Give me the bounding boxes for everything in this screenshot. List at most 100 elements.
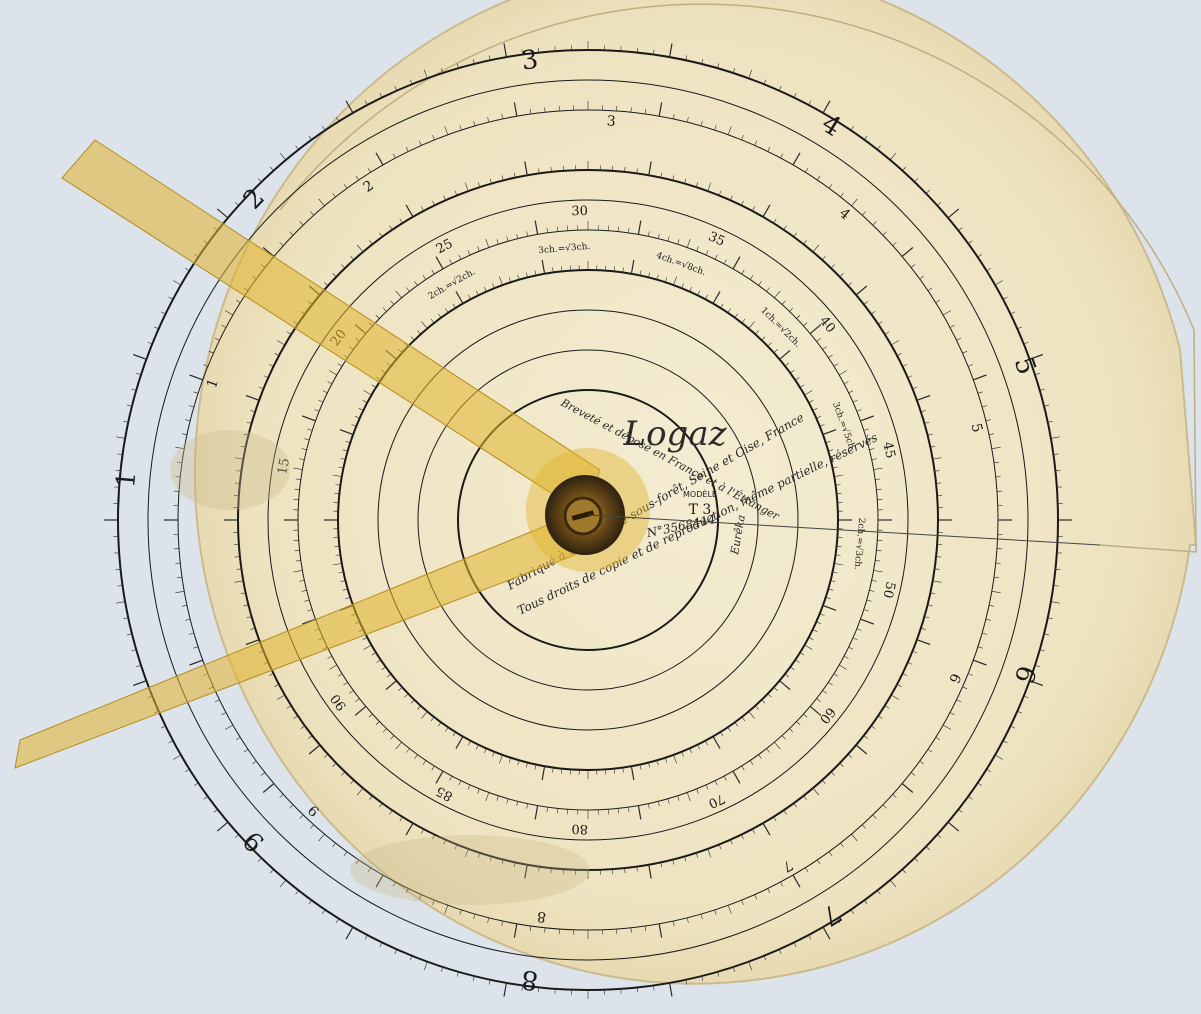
scale-tick <box>752 828 755 834</box>
scale-tick <box>795 377 800 381</box>
scale-tick <box>816 698 821 702</box>
scale-tick <box>279 152 287 161</box>
scale-tick <box>193 391 199 394</box>
scale-tick <box>443 195 446 201</box>
scale-tick <box>289 804 294 809</box>
scale-tick <box>371 384 377 388</box>
scale-tick <box>356 787 364 796</box>
scale-tick <box>489 856 492 862</box>
scale-tick <box>748 69 753 79</box>
scale-tick <box>340 458 346 460</box>
scale-tick <box>672 920 675 926</box>
scale-tick <box>492 751 495 757</box>
scale-tick <box>302 415 316 422</box>
scale-tick <box>686 117 689 123</box>
scale-tick <box>792 874 801 888</box>
scale-tick <box>526 272 528 278</box>
scale-tick <box>345 100 354 114</box>
scale-tick <box>203 796 208 800</box>
scale-tick <box>176 461 183 464</box>
scale-tick <box>314 409 320 412</box>
scale-tick <box>299 814 304 819</box>
scale-tick <box>364 100 368 106</box>
scale-tick <box>991 590 1001 594</box>
scale-tick <box>404 693 409 698</box>
scale-tick <box>214 699 220 703</box>
scale-tick <box>882 231 887 236</box>
scale-tick <box>341 771 346 776</box>
scale-tick <box>808 400 814 403</box>
scale-digit: 8 <box>520 963 540 995</box>
scale-tick <box>685 979 688 985</box>
scale-tick <box>667 236 670 242</box>
scale-tick <box>556 808 558 814</box>
scale-tick <box>221 324 227 328</box>
scale-tick <box>723 259 727 265</box>
scale-tick <box>686 238 691 248</box>
scale-tick <box>524 161 528 176</box>
scale-tick <box>912 650 918 654</box>
index-hairline <box>587 514 1101 546</box>
scale-tick <box>216 821 229 832</box>
scale-tick <box>860 618 874 625</box>
scale-tick <box>717 971 720 977</box>
scale-tick <box>304 599 310 602</box>
scale-tick <box>863 428 869 431</box>
scale-tick <box>488 979 491 985</box>
scale-tick <box>299 458 305 460</box>
scale-tick <box>478 852 481 858</box>
scale-tick <box>763 955 767 961</box>
scale-tick <box>761 336 766 341</box>
scale-tick <box>705 740 708 746</box>
scale-tick <box>700 914 703 919</box>
scale-tick <box>863 735 868 739</box>
scale-tick <box>392 881 396 887</box>
scale-tick <box>720 731 724 737</box>
scale-tick <box>513 862 516 868</box>
scale-tick <box>673 754 677 764</box>
scale-tick <box>717 63 720 69</box>
scale-tick <box>279 242 284 246</box>
scale-tick <box>830 771 835 776</box>
scale-tick <box>819 613 825 616</box>
scale-tick <box>977 391 983 394</box>
scale-tick <box>455 291 464 304</box>
scale-tick <box>962 686 968 690</box>
scale-tick <box>792 152 801 166</box>
scale-tick <box>394 949 398 955</box>
scale-tick <box>534 270 537 276</box>
scale-tick <box>294 488 300 490</box>
scale-tick <box>873 570 883 573</box>
scale-tick <box>628 807 630 813</box>
scale-tick <box>369 795 373 800</box>
scale-tick <box>705 784 709 790</box>
scale-digit: 3ch.=√3ch. <box>538 241 591 257</box>
scale-tick <box>182 433 188 436</box>
scale-tick <box>783 810 787 815</box>
scale-tick <box>919 275 924 280</box>
scale-tick <box>773 349 778 353</box>
scale-tick <box>216 208 229 219</box>
scale-tick <box>236 470 242 472</box>
scale-tick <box>262 783 275 793</box>
scale-tick <box>487 117 490 123</box>
scale-tick <box>648 272 650 278</box>
scale-tick <box>185 419 191 422</box>
scale-tick <box>189 659 203 666</box>
scale-tick <box>700 121 703 126</box>
scale-tick <box>701 59 704 65</box>
scale-tick <box>257 178 262 183</box>
scale-tick <box>506 236 509 242</box>
scale-tick <box>838 664 848 670</box>
scale-tick <box>478 182 481 188</box>
cursor-arm-upper[interactable] <box>61 139 601 516</box>
scale-tick <box>677 795 680 801</box>
scale-tick <box>526 803 528 809</box>
scale-tick <box>730 195 733 201</box>
scale-tick <box>835 484 841 486</box>
scale-tick <box>354 705 367 716</box>
scale-tick <box>803 240 807 245</box>
scale-tick <box>529 108 532 115</box>
scale-tick <box>902 364 908 367</box>
scale-tick <box>809 324 822 335</box>
